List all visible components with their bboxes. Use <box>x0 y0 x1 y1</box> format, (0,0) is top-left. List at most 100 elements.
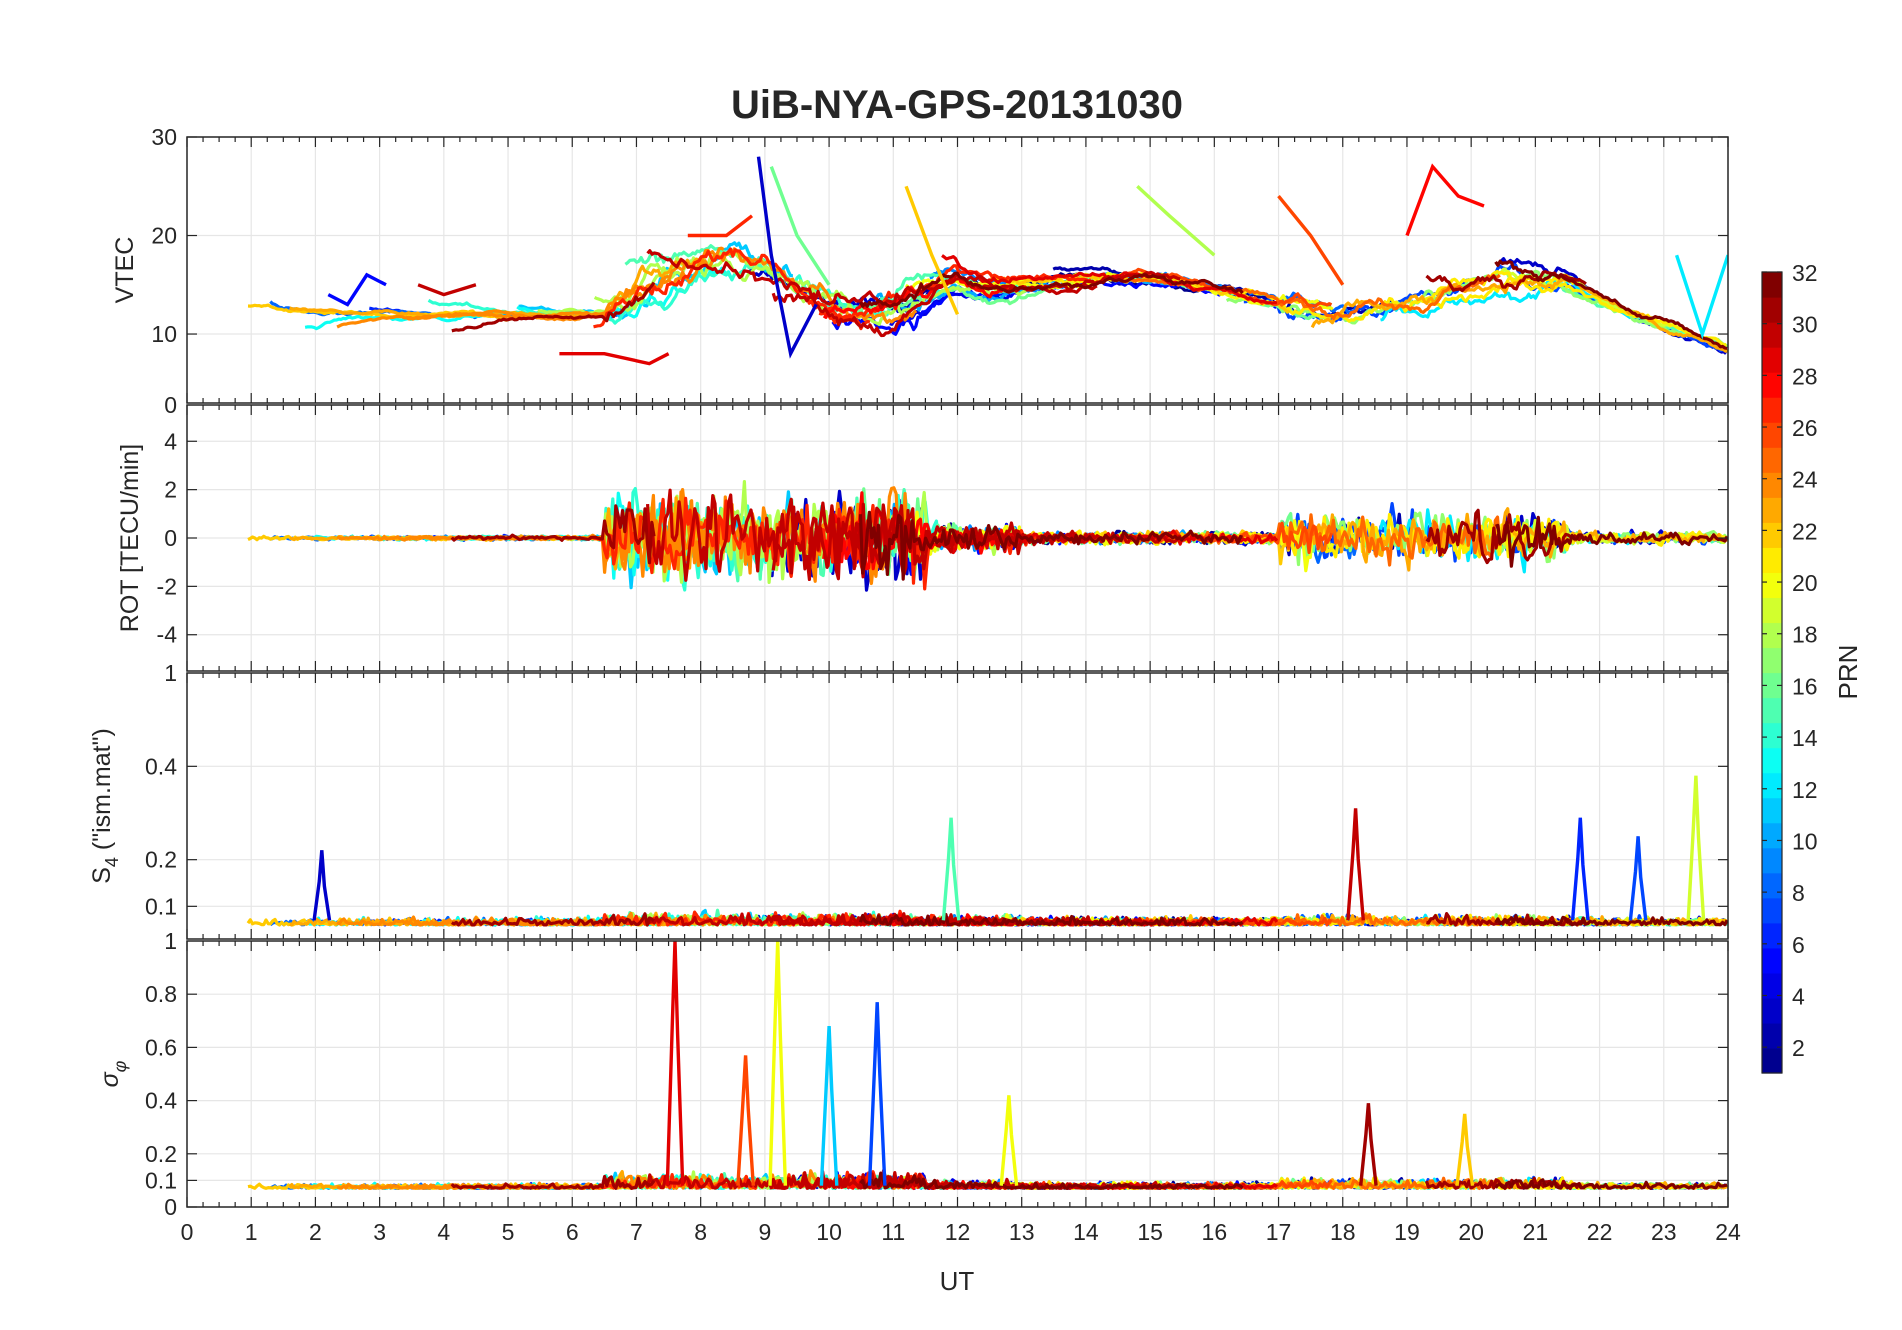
rot-ytick-label: -4 <box>157 622 178 648</box>
x-tick-label: 19 <box>1394 1219 1420 1245</box>
colorbar-label: PRN <box>1833 645 1863 700</box>
rot-panel: -4 -2 0 2 4 0 <box>157 392 1729 672</box>
sigma-trace-prn-32 <box>1494 1178 1728 1191</box>
sigma-peak-prn-20 <box>768 941 788 1186</box>
vtec-ytick-label: 30 <box>151 124 177 150</box>
sigma-trace-prn-32 <box>859 1171 1244 1191</box>
x-tick-label: 8 <box>694 1219 707 1245</box>
colorbar-swatch-prn-9 <box>1762 847 1782 874</box>
vtec-segment-prn-26 <box>1277 195 1345 286</box>
s4-tick-marks <box>186 673 1729 939</box>
s4-ytick-label: 0.4 <box>145 753 177 779</box>
colorbar-swatch-prn-1 <box>1762 1047 1782 1074</box>
colorbar-tick-label: 26 <box>1792 415 1818 441</box>
x-tick-label: 11 <box>881 1219 905 1245</box>
colorbar-swatch-prn-2 <box>1762 1022 1782 1049</box>
sigma-ylabel-sub: φ <box>110 1060 130 1072</box>
vtec-segment-prn-22 <box>904 185 960 315</box>
colorbar-frame <box>1761 271 1783 1074</box>
vtec-traces <box>247 156 1728 366</box>
colorbar-swatch-prn-25 <box>1762 447 1782 473</box>
rot-ylabel: ROT [TECU/min] <box>116 444 144 632</box>
colorbar-swatch-prn-15 <box>1762 697 1782 724</box>
colorbar-tick-label: 22 <box>1792 518 1818 544</box>
colorbar-tick-label: 20 <box>1792 570 1818 596</box>
colorbar-swatch-prn-16 <box>1762 672 1782 699</box>
colorbar-tick-label: 12 <box>1792 777 1818 803</box>
chart-title: UiB-NYA-GPS-20131030 <box>731 83 1183 127</box>
vtec-segment-prn-3 <box>756 156 818 359</box>
colorbar-swatch-prn-4 <box>1762 972 1782 999</box>
s4-peak-prn-30 <box>1346 808 1365 921</box>
rot-ytick-label: 2 <box>164 477 177 503</box>
vtec-trace-prn-27 <box>593 247 871 331</box>
colorbar-swatch-prn-31 <box>1762 297 1782 323</box>
sigma-ytick-label: 0.2 <box>145 1141 177 1167</box>
sigma-peak-prn-20 <box>999 1095 1019 1186</box>
x-tick-label: 2 <box>309 1219 322 1245</box>
s4-peak-prn-19 <box>1686 775 1706 921</box>
x-tick-label: 14 <box>1073 1219 1099 1245</box>
x-tick-label: 16 <box>1202 1219 1228 1245</box>
sigma-peak-prn-7 <box>867 1002 887 1186</box>
x-tick-label: 22 <box>1587 1219 1613 1245</box>
vtec-panel: 10 20 30 <box>151 124 1729 404</box>
x-tick-label: 21 <box>1523 1219 1549 1245</box>
colorbar-swatch-prn-6 <box>1762 922 1782 949</box>
rot-tick-marks <box>186 405 1729 671</box>
x-tick-label: 12 <box>945 1219 971 1245</box>
x-tick-label: 15 <box>1137 1219 1163 1245</box>
colorbar-swatch-prn-11 <box>1762 797 1782 824</box>
x-tick-label: 6 <box>566 1219 579 1245</box>
colorbar-swatch-prn-26 <box>1762 422 1782 448</box>
colorbar-swatch-prn-21 <box>1762 547 1782 573</box>
colorbar-swatch-prn-8 <box>1762 872 1782 899</box>
vtec-segment-prn-12 <box>1674 254 1728 340</box>
x-tick-label: 17 <box>1266 1219 1292 1245</box>
x-tick-label: 18 <box>1330 1219 1356 1245</box>
s4-peak-prn-6 <box>1570 817 1590 921</box>
rot-trace-prn-31 <box>450 504 656 565</box>
colorbar-swatch-prn-10 <box>1762 822 1782 849</box>
vtec-segment-prn-18 <box>1136 185 1216 257</box>
colorbar-tick-label: 14 <box>1792 725 1818 751</box>
s4-ylabel-sub: 4 <box>102 857 122 867</box>
vtec-trace-prn-31 <box>451 281 656 333</box>
x-axis-label: UT <box>940 1266 975 1296</box>
colorbar-swatch-prn-3 <box>1762 997 1782 1024</box>
colorbar-swatch-prn-20 <box>1762 572 1782 599</box>
sigma-ytick-label: 0.6 <box>145 1034 177 1060</box>
colorbar-tick-label: 18 <box>1792 622 1818 648</box>
vtec-tick-marks <box>186 136 1729 403</box>
x-tick-label: 23 <box>1651 1219 1677 1245</box>
x-tick-label: 4 <box>437 1219 450 1245</box>
vtec-ylabel: VTEC <box>111 237 139 304</box>
s4-traces <box>246 775 1728 927</box>
s4-trace-prn-31 <box>450 912 655 927</box>
colorbar-tick-label: 28 <box>1792 363 1818 389</box>
x-tick-label: 7 <box>630 1219 643 1245</box>
sigma-peak-prn-26 <box>736 1055 755 1186</box>
sigma-peak-prn-29 <box>665 941 685 1186</box>
vtec-segment-prn-28 <box>1405 163 1485 237</box>
colorbar-swatch-prn-19 <box>1762 597 1782 624</box>
sigma-ytick-label: 0.4 <box>145 1088 177 1114</box>
vtec-segment-prn-30 <box>417 283 477 297</box>
sigma-ytick-label: 0.8 <box>145 981 177 1007</box>
vtec-segment-prn-5 <box>327 272 387 307</box>
vtec-trace-prn-32 <box>1494 259 1728 351</box>
vtec-trace-prn-32 <box>859 271 1244 308</box>
colorbar-swatch-prn-24 <box>1762 472 1782 498</box>
colorbar-swatch-prn-17 <box>1762 647 1782 674</box>
s4-peak-prn-3 <box>312 850 332 921</box>
x-tick-label: 24 <box>1715 1219 1741 1245</box>
x-tick-label: 5 <box>502 1219 515 1245</box>
colorbar-swatch-prn-5 <box>1762 947 1782 974</box>
s4-trace-prn-32 <box>1494 913 1728 927</box>
vtec-segment-prn-27 <box>687 214 754 238</box>
colorbar-tick-label: 24 <box>1792 467 1818 493</box>
colorbar-swatch-prn-23 <box>1762 497 1782 523</box>
s4-top-tick-label: 1 <box>164 660 177 686</box>
